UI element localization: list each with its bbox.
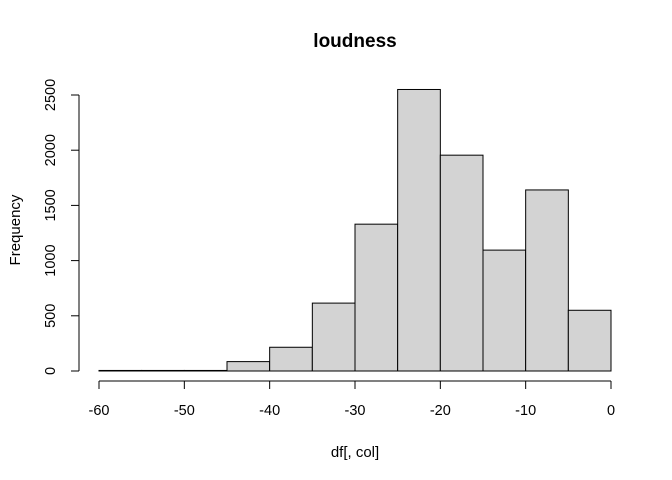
histogram-bar	[226, 361, 271, 372]
y-axis-label: Frequency	[7, 194, 24, 265]
bars-group	[98, 88, 612, 372]
histogram-bar	[354, 223, 399, 372]
x-tick-label: -20	[430, 403, 451, 419]
histogram-bar	[269, 346, 313, 372]
y-tick-label: 500	[43, 304, 59, 328]
chart-title: loudness	[313, 31, 396, 52]
histogram-bar	[482, 249, 527, 372]
histogram-bar	[98, 369, 143, 372]
x-axis-label: df[, col]	[331, 444, 379, 461]
x-tick-label: -10	[515, 403, 536, 419]
histogram-bar	[439, 154, 484, 372]
x-tick-label: -50	[174, 403, 195, 419]
y-tick-label: 0	[43, 367, 59, 375]
histogram-bar	[525, 189, 569, 372]
x-tick-label: -30	[345, 403, 366, 419]
x-tick-label: -60	[89, 403, 110, 419]
y-axis: 0 500 1000 1500 2000 2500	[43, 79, 80, 375]
histogram-bar	[567, 309, 612, 372]
y-tick-label: 2500	[43, 79, 59, 111]
y-tick-label: 1500	[43, 189, 59, 221]
x-tick-label: -40	[259, 403, 280, 419]
y-tick-label: 2000	[43, 134, 59, 166]
y-tick-label: 1000	[43, 244, 59, 276]
histogram-bar	[311, 302, 356, 372]
histogram-bar	[397, 88, 441, 372]
x-axis: -60 -50 -40 -30 -20 -10 0	[89, 380, 615, 419]
x-tick-label: 0	[607, 403, 615, 419]
histogram-bar	[141, 369, 185, 372]
histogram-bar	[183, 369, 228, 372]
